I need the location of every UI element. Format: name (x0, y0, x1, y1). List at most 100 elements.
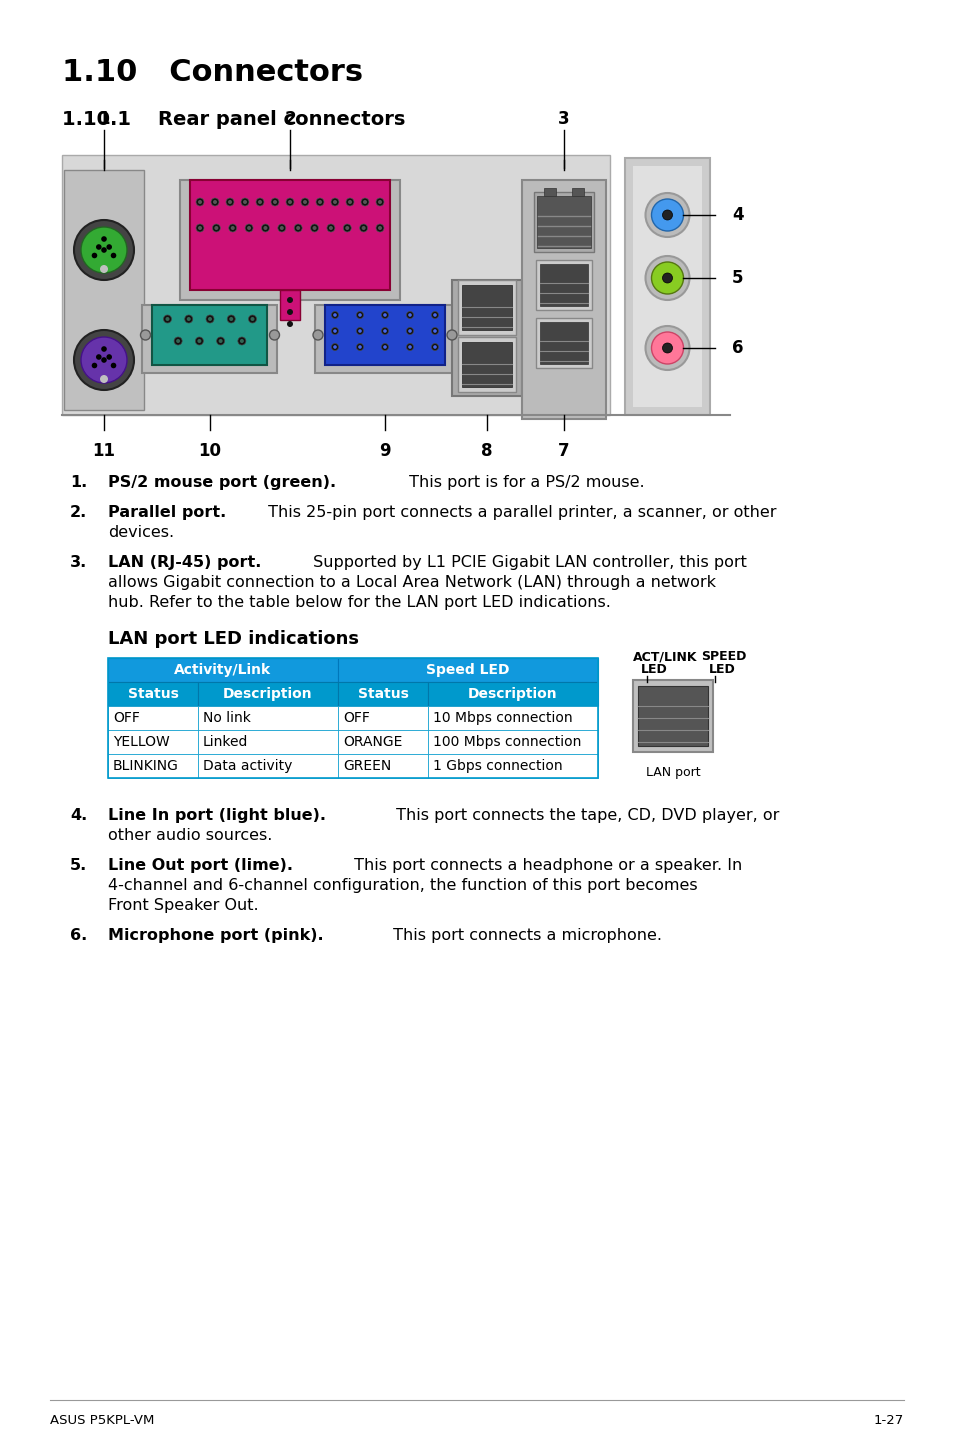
Circle shape (357, 329, 361, 332)
Circle shape (198, 226, 202, 230)
Circle shape (100, 265, 108, 273)
Circle shape (645, 256, 689, 301)
Circle shape (651, 198, 682, 232)
Circle shape (229, 224, 236, 232)
Text: LED: LED (640, 663, 667, 676)
Text: Status: Status (128, 687, 178, 700)
Circle shape (277, 224, 286, 232)
Circle shape (107, 244, 112, 250)
Circle shape (661, 273, 672, 283)
Text: 10: 10 (198, 441, 221, 460)
Circle shape (357, 313, 361, 316)
Circle shape (231, 226, 234, 230)
Bar (64, 170, 144, 410)
Bar (280, 290, 299, 321)
Text: No link: No link (203, 710, 251, 725)
Circle shape (195, 198, 204, 206)
Bar (457, 280, 516, 335)
Circle shape (195, 224, 204, 232)
Bar (337, 659, 598, 682)
Circle shape (273, 200, 276, 204)
Circle shape (213, 200, 216, 204)
Bar (539, 265, 587, 306)
Circle shape (383, 313, 386, 316)
Text: LAN (RJ-45) port.: LAN (RJ-45) port. (108, 555, 261, 569)
Bar (428, 706, 598, 731)
Bar (624, 158, 709, 416)
Circle shape (331, 312, 338, 318)
Text: 8: 8 (480, 441, 493, 460)
Bar (428, 731, 598, 754)
Circle shape (383, 345, 386, 349)
Text: YELLOW: YELLOW (112, 735, 170, 749)
Bar (108, 731, 198, 754)
Circle shape (377, 200, 381, 204)
Circle shape (101, 247, 107, 253)
Text: OFF: OFF (112, 710, 140, 725)
Circle shape (255, 198, 264, 206)
Circle shape (329, 226, 333, 230)
Circle shape (343, 224, 351, 232)
Text: Speed LED: Speed LED (426, 663, 509, 677)
Circle shape (433, 313, 436, 316)
Text: Status: Status (357, 687, 408, 700)
Text: Parallel port.: Parallel port. (108, 505, 226, 521)
Circle shape (433, 345, 436, 349)
Circle shape (651, 332, 682, 364)
Bar (325, 305, 444, 365)
Circle shape (174, 336, 182, 345)
Circle shape (375, 224, 384, 232)
Circle shape (645, 326, 689, 370)
Text: LAN port LED indications: LAN port LED indications (108, 630, 358, 649)
Circle shape (381, 328, 388, 335)
Bar (198, 754, 337, 778)
Circle shape (185, 315, 193, 324)
Circle shape (251, 316, 254, 321)
Circle shape (227, 315, 235, 324)
Text: 5.: 5. (70, 858, 87, 873)
Text: 2.: 2. (70, 505, 87, 521)
Circle shape (346, 198, 354, 206)
Text: Line Out port (lime).: Line Out port (lime). (108, 858, 293, 873)
Circle shape (333, 329, 336, 332)
Bar (536, 318, 592, 368)
Text: 100 Mbps connection: 100 Mbps connection (433, 735, 580, 749)
Circle shape (176, 339, 180, 344)
Text: PS/2 mouse port (green).: PS/2 mouse port (green). (108, 475, 335, 490)
Bar (190, 180, 390, 290)
Circle shape (288, 200, 292, 204)
Circle shape (100, 375, 108, 383)
Circle shape (303, 200, 307, 204)
Circle shape (406, 312, 413, 318)
Text: 1-27: 1-27 (873, 1414, 903, 1426)
Circle shape (356, 344, 363, 351)
Circle shape (140, 329, 151, 339)
Bar (108, 682, 198, 706)
Circle shape (651, 262, 682, 293)
Circle shape (313, 226, 316, 230)
Circle shape (226, 198, 233, 206)
Circle shape (408, 345, 412, 349)
Circle shape (271, 198, 278, 206)
Circle shape (333, 345, 336, 349)
Bar (337, 754, 428, 778)
Text: 3.: 3. (70, 555, 87, 569)
Bar (108, 659, 598, 778)
Circle shape (287, 321, 293, 326)
Circle shape (163, 315, 172, 324)
Bar (108, 706, 198, 731)
Bar (536, 260, 592, 311)
Circle shape (229, 316, 233, 321)
Bar (180, 180, 399, 301)
Circle shape (301, 198, 309, 206)
Text: 1: 1 (98, 109, 110, 128)
Circle shape (348, 200, 352, 204)
Bar (521, 180, 605, 418)
Circle shape (286, 198, 294, 206)
Circle shape (247, 226, 251, 230)
Circle shape (96, 244, 102, 250)
Circle shape (317, 200, 322, 204)
Circle shape (228, 200, 232, 204)
Circle shape (208, 316, 212, 321)
Circle shape (269, 329, 279, 339)
